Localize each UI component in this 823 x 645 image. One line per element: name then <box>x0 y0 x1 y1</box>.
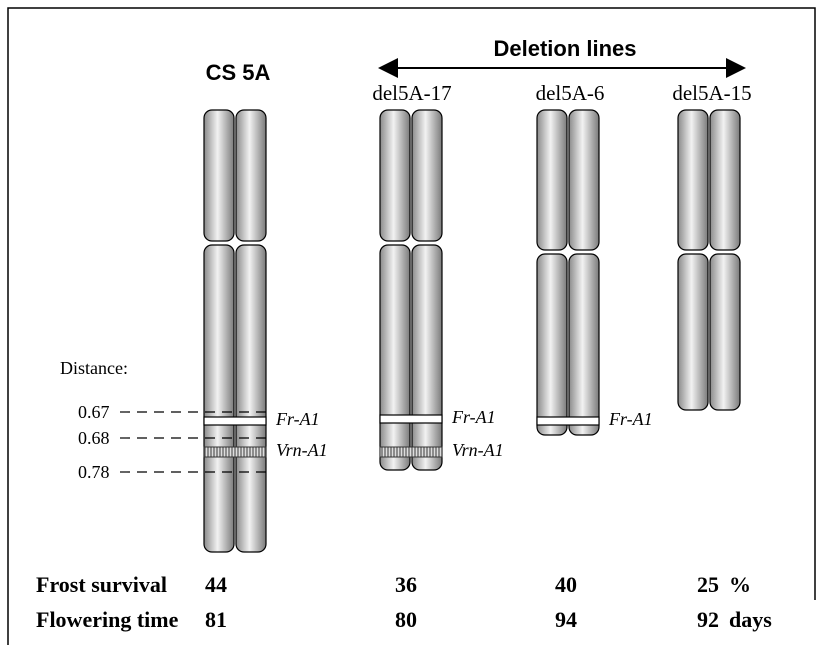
trait-label: Frost survival <box>36 572 167 597</box>
trait-value: 44 <box>205 572 227 597</box>
gene-label: Fr-A1 <box>451 407 496 427</box>
gene-label: Fr-A1 <box>275 409 320 429</box>
chromatid-arm <box>677 253 709 411</box>
distance-label: Distance: <box>60 358 128 378</box>
gene-band <box>379 414 443 424</box>
trait-value: 40 <box>555 572 577 597</box>
chromatid-arm <box>536 109 568 251</box>
frame <box>7 7 816 645</box>
gene-band <box>203 446 267 458</box>
gene-band <box>203 416 267 426</box>
gene-label: Vrn-A1 <box>452 440 504 460</box>
chromatid-arm <box>568 253 600 436</box>
chromatid-arm <box>568 109 600 251</box>
distance-mark: 0.67 <box>78 402 110 422</box>
trait-unit: % <box>729 572 751 597</box>
chromatid-arm <box>709 109 741 251</box>
gene-band <box>379 446 443 458</box>
chromosome-label: del5A-15 <box>672 81 751 105</box>
chromosome-label: del5A-6 <box>536 81 605 105</box>
trait-value: 80 <box>395 607 417 632</box>
chromosomes <box>203 109 741 553</box>
chromatid-arm <box>379 244 411 471</box>
trait-value: 36 <box>395 572 417 597</box>
chromatid-arm <box>536 253 568 436</box>
trait-value: 94 <box>555 607 577 632</box>
chromatid-arm <box>203 244 235 553</box>
chromatid-arm <box>203 109 235 242</box>
gene-band <box>536 416 600 426</box>
gene-label: Fr-A1 <box>608 409 653 429</box>
distance-mark: 0.68 <box>78 428 110 448</box>
chromosome-label: CS 5A <box>206 60 271 85</box>
chromatid-arm <box>677 109 709 251</box>
chromatid-arm <box>235 109 267 242</box>
trait-value: 81 <box>205 607 227 632</box>
chromatid-arm <box>411 244 443 471</box>
trait-label: Flowering time <box>36 607 179 632</box>
distance-mark: 0.78 <box>78 462 110 482</box>
chromatid-arm <box>379 109 411 242</box>
trait-value: 92 <box>697 607 719 632</box>
chromosome-label: del5A-17 <box>372 81 451 105</box>
chromatid-arm <box>411 109 443 242</box>
chromatid-arm <box>709 253 741 411</box>
chromatid-arm <box>235 244 267 553</box>
trait-value: 25 <box>697 572 719 597</box>
group-label: Deletion lines <box>493 36 636 61</box>
gene-label: Vrn-A1 <box>276 440 328 460</box>
trait-unit: days <box>729 607 772 632</box>
